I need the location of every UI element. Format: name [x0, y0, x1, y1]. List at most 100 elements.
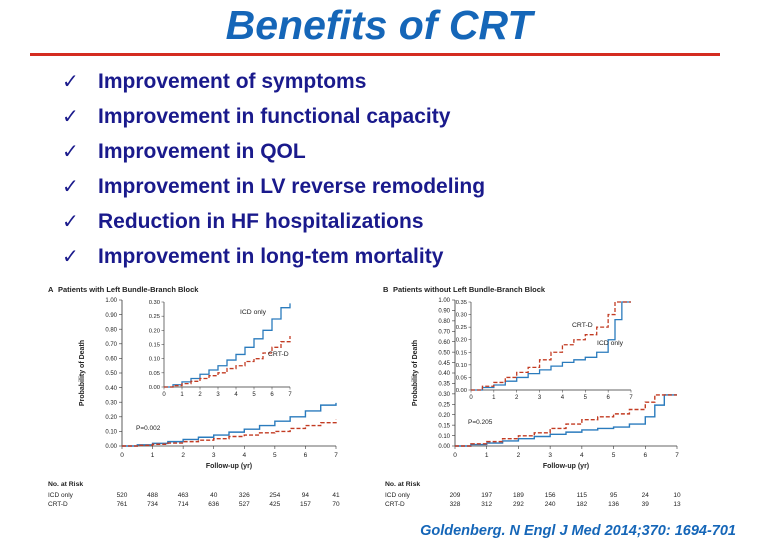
x-tick-label: 0	[120, 452, 124, 459]
benefits-list: ✓ Improvement of symptoms ✓ Improvement in…	[62, 64, 485, 274]
y-tick-label: 0.40	[105, 386, 117, 392]
inset-y-tick-label: 0.10	[456, 363, 467, 369]
at-risk-value: 10	[673, 492, 681, 499]
inset-y-tick-label: 0.15	[149, 343, 160, 349]
inset-series-label: ICD only	[597, 340, 624, 347]
at-risk-value: 328	[450, 501, 461, 508]
x-tick-label: 0	[453, 452, 457, 459]
benefit-item: ✓ Improvement in functional capacity	[62, 99, 485, 134]
x-tick-label: 6	[304, 452, 308, 459]
at-risk-value: 209	[450, 492, 461, 499]
benefit-item: ✓ Improvement in long-tem mortality	[62, 239, 485, 274]
inset-series-label: CRT-D	[572, 322, 593, 329]
inset-series-label: CRT-D	[268, 351, 289, 358]
at-risk-value: 182	[576, 501, 587, 508]
benefit-text: Improvement in QOL	[98, 139, 306, 163]
x-tick-label: 7	[675, 452, 679, 459]
inset-series-label: ICD only	[240, 309, 267, 316]
benefit-item: ✓ Reduction in HF hospitalizations	[62, 204, 485, 239]
y-axis-label: Probability of Death	[79, 340, 86, 406]
y-tick-label: 0.10	[438, 434, 450, 440]
crt-d-curve	[122, 419, 337, 447]
y-axis-label: Probability of Death	[412, 340, 419, 406]
benefit-text: Improvement in LV reverse remodeling	[98, 174, 486, 198]
benefit-item: ✓ Improvement in LV reverse remodeling	[62, 169, 485, 204]
at-risk-title: No. at Risk	[385, 481, 420, 488]
inset-x-tick-label: 5	[584, 395, 588, 401]
x-tick-label: 1	[485, 452, 489, 459]
at-risk-row-name: ICD only	[48, 492, 74, 499]
inset-background	[163, 301, 291, 388]
at-risk-value: 115	[577, 492, 588, 499]
at-risk-value: 292	[513, 501, 524, 508]
x-tick-label: 4	[242, 452, 246, 459]
crt-d-curve	[455, 394, 677, 447]
x-tick-label: 6	[643, 452, 647, 459]
panel-title: Patients with Left Bundle-Branch Block	[58, 285, 199, 294]
at-risk-value: 463	[178, 492, 189, 499]
y-tick-label: 0.70	[105, 342, 117, 348]
x-tick-label: 2	[181, 452, 185, 459]
at-risk-value: 156	[545, 492, 556, 499]
inset-y-tick-label: 0.30	[149, 300, 160, 306]
title-divider	[30, 53, 720, 56]
benefit-text: Improvement in long-tem mortality	[98, 244, 444, 268]
y-tick-label: 0.60	[438, 340, 450, 346]
x-tick-label: 4	[580, 452, 584, 459]
y-tick-label: 0.15	[438, 423, 450, 429]
inset-y-tick-label: 0.00	[149, 385, 160, 391]
citation: Goldenberg. N Engl J Med 2014;370: 1694-…	[420, 523, 736, 539]
inset-x-tick-label: 3	[538, 395, 542, 401]
inset-y-tick-label: 0.05	[149, 371, 160, 377]
benefit-text: Improvement of symptoms	[98, 69, 367, 93]
inset-x-tick-label: 6	[270, 392, 274, 398]
at-risk-value: 189	[513, 492, 524, 499]
at-risk-value: 40	[210, 492, 218, 499]
at-risk-value: 312	[481, 501, 492, 508]
y-tick-label: 0.50	[438, 350, 450, 356]
benefit-text: Reduction in HF hospitalizations	[98, 209, 424, 233]
at-risk-title: No. at Risk	[48, 481, 83, 488]
check-icon: ✓	[62, 211, 79, 233]
inset-y-tick-label: 0.15	[456, 350, 467, 356]
inset-x-tick-label: 7	[288, 392, 292, 398]
inset-x-tick-label: 0	[162, 392, 166, 398]
x-tick-label: 3	[548, 452, 552, 459]
inset-icd-only-curve	[164, 303, 291, 388]
inset-icd-only-curve	[471, 301, 631, 391]
benefit-text: Improvement in functional capacity	[98, 104, 451, 128]
x-tick-label: 3	[212, 452, 216, 459]
y-tick-label: 1.00	[105, 298, 117, 304]
at-risk-value: 41	[332, 492, 340, 499]
benefit-item: ✓ Improvement of symptoms	[62, 64, 485, 99]
at-risk-row-name: ICD only	[385, 492, 411, 499]
icd-only-curve	[122, 402, 337, 447]
at-risk-value: 527	[239, 501, 250, 508]
inset-y-tick-label: 0.00	[456, 388, 467, 394]
y-tick-label: 0.30	[438, 392, 450, 398]
inset-crt-d-curve	[164, 336, 291, 388]
inset-y-tick-label: 0.05	[456, 375, 467, 381]
check-icon: ✓	[62, 176, 79, 198]
y-tick-label: 0.30	[105, 400, 117, 406]
inset-x-tick-label: 1	[180, 392, 184, 398]
inset-y-tick-label: 0.30	[456, 313, 467, 319]
at-risk-value: 254	[269, 492, 280, 499]
x-axis-label: Follow-up (yr)	[206, 463, 252, 470]
inset-x-tick-label: 0	[469, 395, 473, 401]
inset-y-tick-label: 0.10	[149, 357, 160, 363]
y-tick-label: 0.70	[438, 329, 450, 335]
at-risk-value: 425	[269, 501, 280, 508]
inset-y-tick-label: 0.20	[149, 328, 160, 334]
y-tick-label: 0.90	[105, 313, 117, 319]
at-risk-row-name: CRT-D	[385, 501, 405, 508]
check-icon: ✓	[62, 71, 79, 93]
at-risk-value: 197	[481, 492, 492, 499]
inset-x-tick-label: 2	[515, 395, 519, 401]
y-tick-label: 0.00	[438, 444, 450, 450]
at-risk-value: 70	[332, 501, 340, 508]
panel-label: B	[383, 285, 389, 294]
benefit-item: ✓ Improvement in QOL	[62, 134, 485, 169]
inset-y-tick-label: 0.35	[456, 300, 467, 306]
at-risk-value: 39	[642, 501, 650, 508]
